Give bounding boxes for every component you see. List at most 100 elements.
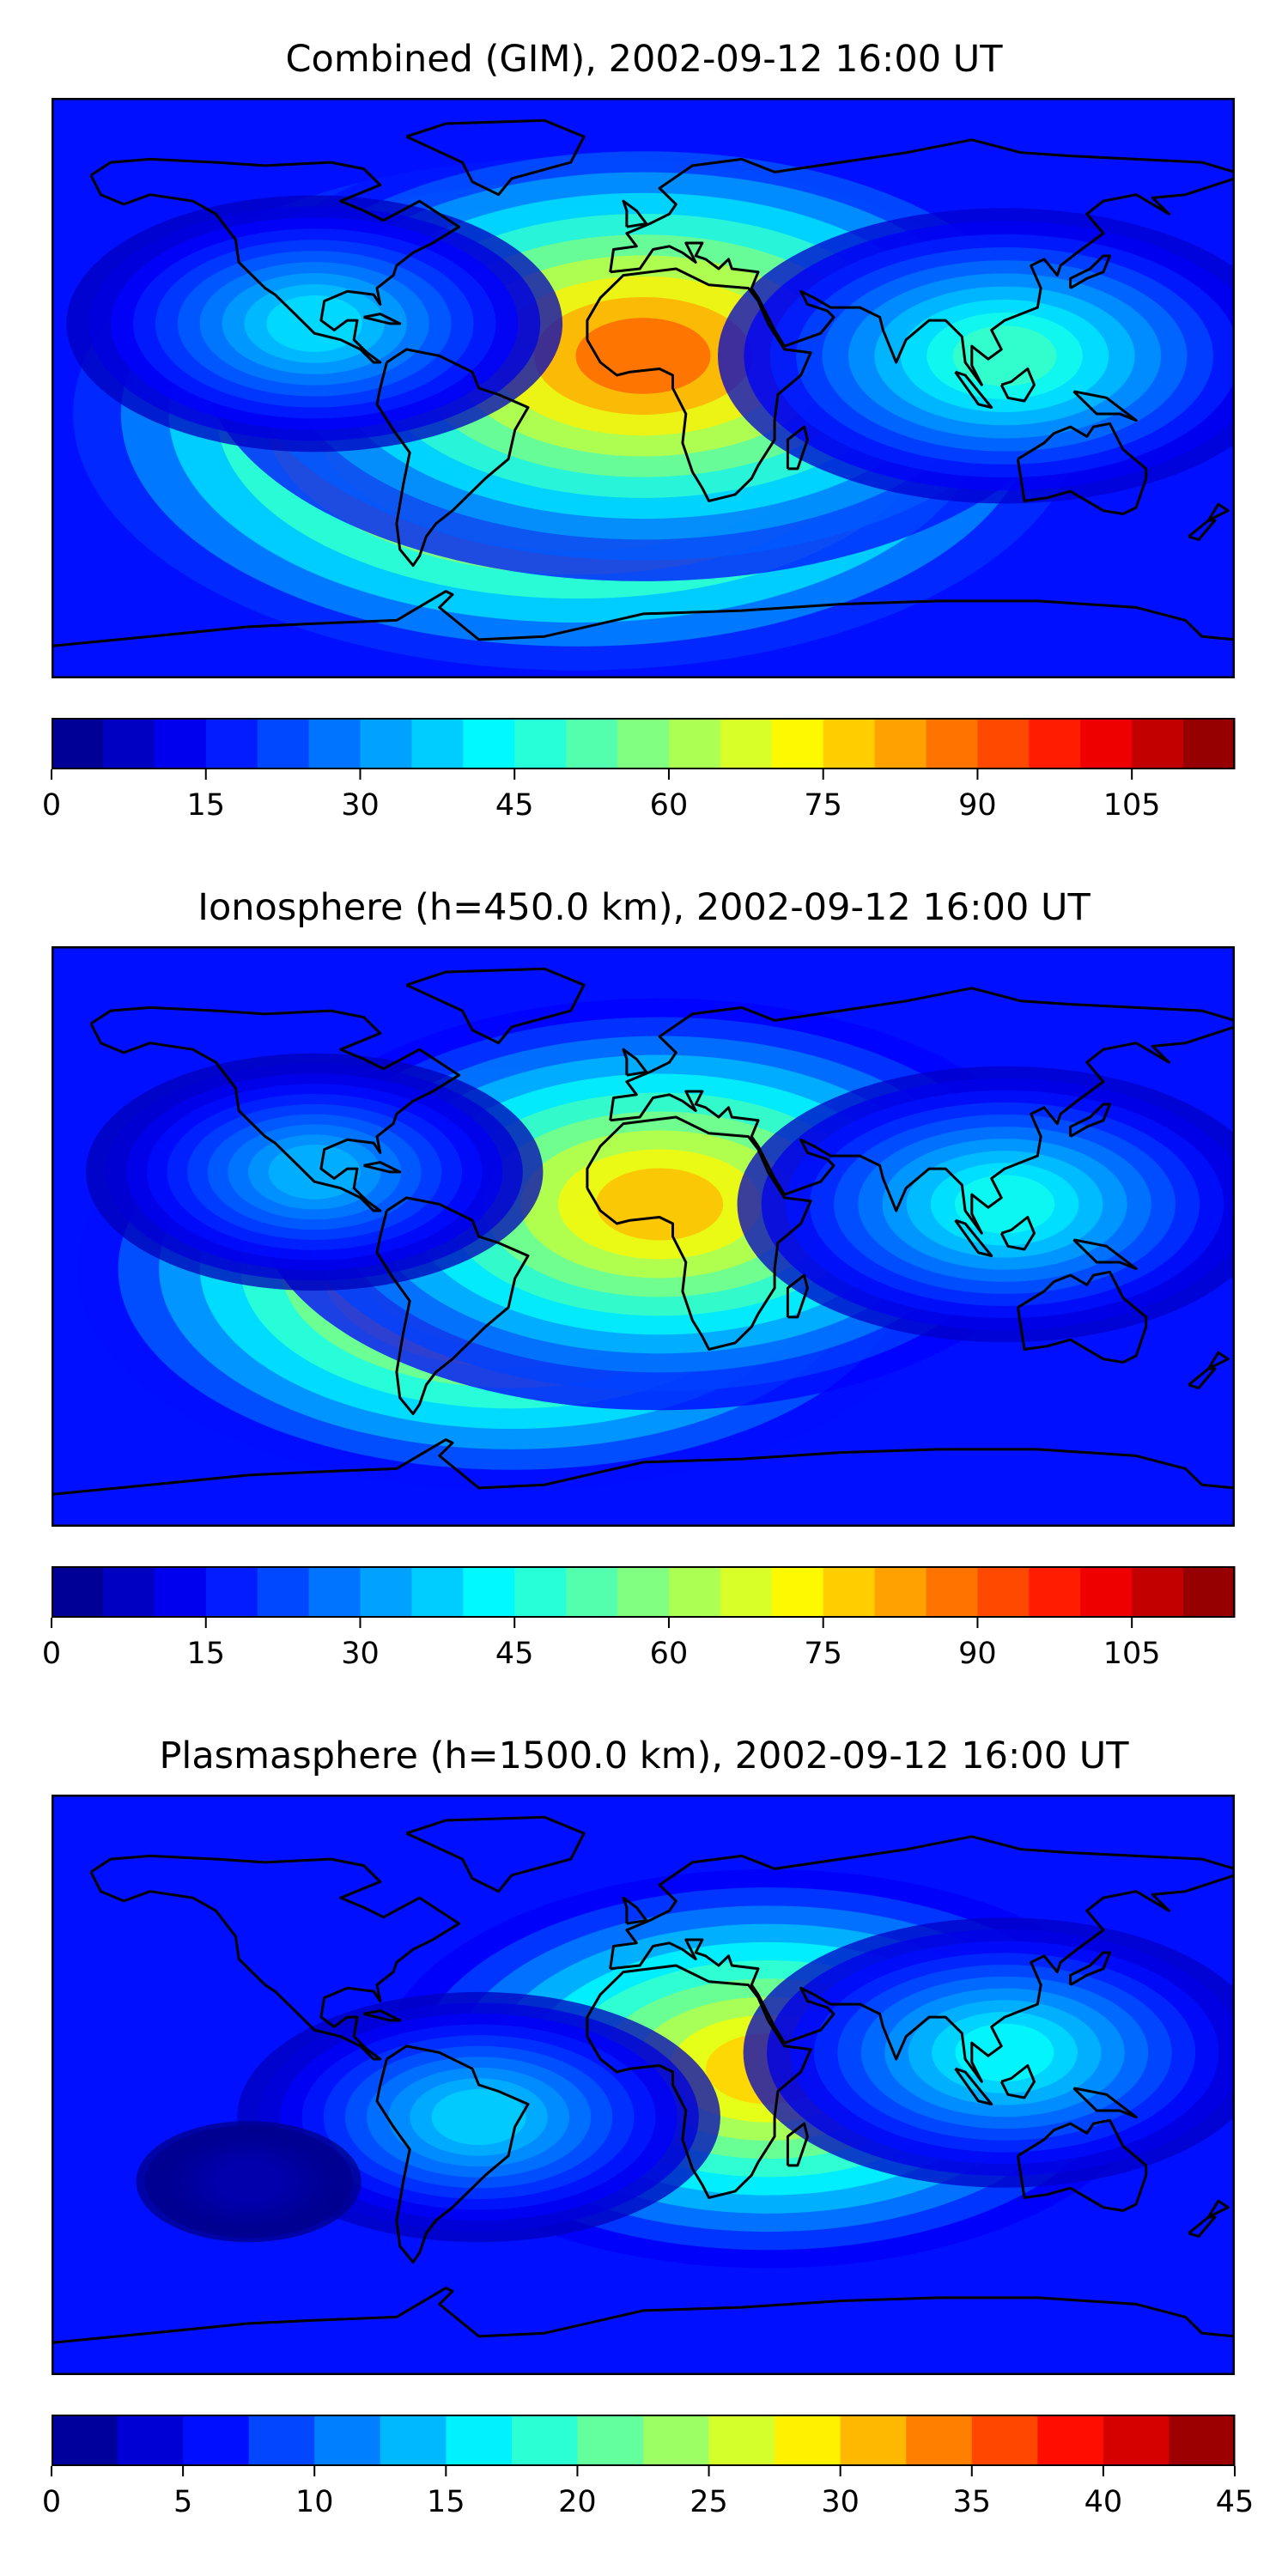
coastline [89,157,461,364]
colorbar-segment [708,2415,775,2466]
colorbar-segment [1132,1566,1184,1618]
colorbar-segment [257,1566,310,1618]
coastline [363,1161,402,1174]
colorbar-tick-label: 90 [958,788,997,823]
colorbar-segment [117,2415,184,2466]
coastline [375,348,530,568]
colorbar-tick-label: 90 [958,1637,997,1671]
colorbar-tick-label: 30 [341,1637,380,1671]
colorbar [51,2415,1236,2476]
colorbar-segment [1080,1566,1133,1618]
colorbar-tick-label: 15 [427,2485,465,2519]
coastline [1069,254,1111,289]
contour-level [431,2088,526,2146]
contour-level [596,1168,724,1241]
colorbar-frame [52,718,1235,769]
colorbar-segment [1103,2415,1170,2466]
colorbar-segment [411,718,464,769]
colorbar-segment [380,2415,447,2466]
coastline [1207,1351,1230,1370]
colorbar-tick-label: 45 [495,1637,534,1671]
contour-level [952,325,1057,386]
colorbar-frame [52,1566,1235,1618]
coastline [1016,2118,1148,2212]
coastline [999,1216,1036,1251]
coastline [786,1273,809,1319]
coastline [52,590,1235,647]
colorbar-segment [771,718,824,769]
colorbar-segment [52,1566,104,1618]
colorbar-segment [668,1566,721,1618]
colorbar-segment [668,718,721,769]
coastline [954,370,993,409]
colorbar-segment [154,718,207,769]
coastline [1188,519,1217,541]
coastline [1072,390,1138,422]
heatmap-map [52,1795,1235,2375]
colorbar-tick-labels: 0 15 30 45 60 75 90 105 [42,1637,1235,1676]
coastline [363,2009,402,2022]
coastline [405,1815,586,1893]
coastline [1188,1367,1217,1389]
contour-level [954,1175,1055,1234]
map-frame [52,1795,1235,2375]
colorbar-tick-label: 15 [186,788,226,823]
colorbar-segment [823,1566,876,1618]
colorbar-tick-label: 60 [649,1637,689,1671]
coastline [786,425,809,471]
coastline [586,1964,812,2199]
colorbar-segment [617,1566,670,1618]
colorbar-segment [314,2415,381,2466]
colorbar-segment [360,718,412,769]
coastline [622,1048,648,1077]
coastline [622,1896,648,1925]
chart-title: Plasmasphere (h=1500.0 km), 2002-09-12 1… [159,1735,1129,1777]
coastline [1069,1103,1111,1138]
heatmap-map [52,98,1235,678]
coastline [375,2044,530,2264]
colorbar-segment [52,718,104,769]
coastline [405,118,586,197]
colorbar-tick-label: 20 [558,2485,597,2519]
coastline [999,368,1036,403]
colorbar-segment [643,2415,710,2466]
colorbar-segment [1183,1566,1236,1618]
colorbar-segment [906,2415,973,2466]
coastline [1072,2087,1138,2119]
coastline [609,987,1235,1235]
colorbar-segment [1132,718,1184,769]
coastline [363,313,402,325]
colorbar-segment [1169,2415,1236,2466]
heatmap-map [52,946,1235,1527]
coastline [1207,2199,1230,2219]
colorbar [51,1566,1236,1628]
coastline [89,1005,461,1212]
colorbar-tick-labels: 0 5 10 15 20 25 30 35 40 45 [42,2485,1254,2524]
coastline [1069,1951,1111,1986]
coastline [609,138,1235,386]
colorbar-segment [205,718,258,769]
colorbar-tick-label: 105 [1103,1637,1161,1671]
coastline [52,2287,1235,2344]
colorbar-tick-label: 30 [341,788,380,823]
contour-level [575,318,711,394]
chart-title: Combined (GIM), 2002-09-12 16:00 UT [285,38,1003,81]
colorbar-tick-label: 75 [804,1637,842,1671]
coastline [786,2122,809,2167]
colorbar-segment [874,1566,927,1618]
coastline [1016,1270,1148,1364]
coastline [609,1835,1235,2083]
colorbar-segment [720,1566,773,1618]
colorbar-segment [360,1566,412,1618]
colorbar-segment [720,718,773,769]
colorbar-segment [566,1566,618,1618]
colorbar-segment [840,2415,907,2466]
colorbar-segment [977,718,1030,769]
colorbar-segment [1080,718,1133,769]
chart-title: Ionosphere (h=450.0 km), 2002-09-12 16:0… [197,886,1091,929]
colorbar-segment [926,718,979,769]
coastline [954,2067,993,2105]
coastline [405,967,586,1045]
colorbar-segment [775,2415,841,2466]
colorbar-segment [1037,2415,1104,2466]
